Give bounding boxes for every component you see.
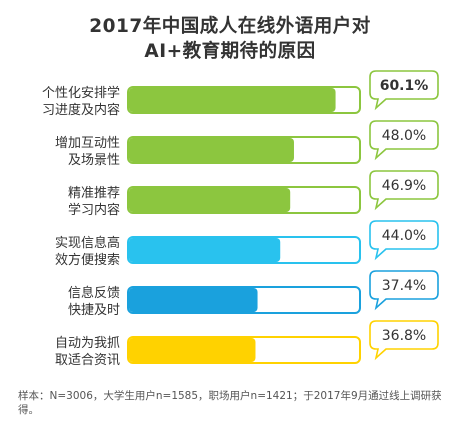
value-label: 48.0% [382,128,426,144]
value-label: 44.0% [382,228,426,244]
value-callout [369,320,439,361]
category-label: 增加互动性 [55,136,120,151]
bar [129,338,256,362]
chart-title-line-2: AI+教育期待的原因 [144,41,316,62]
bar [129,138,294,162]
value-callout [369,70,439,111]
category-label: 信息反馈 [68,285,120,301]
bar [129,288,258,312]
value-callout [369,220,439,261]
category-label: 效方便搜索 [55,252,120,268]
category-label: 取适合资讯 [55,353,120,368]
category-label: 及场景性 [68,153,120,168]
category-label: 个性化安排学 [42,85,120,101]
category-label: 学习内容 [68,202,120,218]
value-label: 60.1% [380,78,429,94]
value-label: 46.9% [382,178,426,194]
sample-note: 样本：N=3006，大学生用户n=1585，职场用户n=1421；于2017年9… [18,390,442,416]
category-label: 实现信息高 [55,235,120,251]
bar [129,88,336,112]
value-label: 36.8% [382,328,426,344]
category-label: 自动为我抓 [55,336,120,351]
category-label: 精准推荐 [68,186,120,201]
value-callout [369,170,439,211]
value-callout [369,120,439,161]
value-label: 37.4% [382,278,426,294]
bar [129,238,281,262]
chart-title-line-1: 2017年中国成人在线外语用户对 [89,16,371,37]
value-callout [369,270,439,311]
bar [129,188,291,212]
category-label: 快捷及时 [68,303,120,318]
category-label: 习进度及内容 [42,102,120,118]
